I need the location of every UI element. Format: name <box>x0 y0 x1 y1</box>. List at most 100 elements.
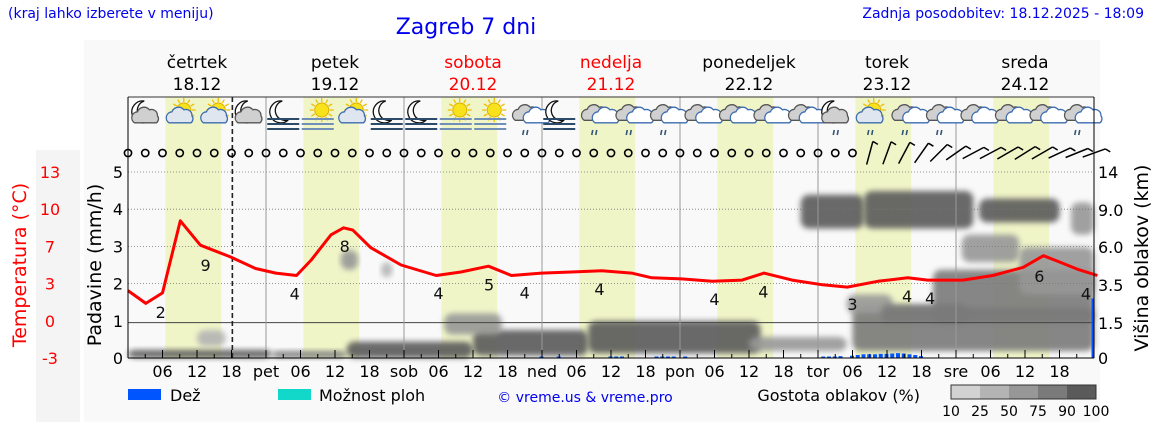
cloud-height-tick-label: 6.0 <box>1098 238 1123 257</box>
cloud-area <box>881 304 968 323</box>
sun-ray <box>453 99 457 104</box>
density-swatch <box>1009 385 1038 399</box>
calm-wind-icon <box>606 148 616 158</box>
sun-icon <box>486 102 502 118</box>
x-tick-label: 18 <box>1049 362 1069 381</box>
sun-ray <box>328 103 333 107</box>
cloud-icon <box>855 106 884 124</box>
rain-drops-icon <box>1077 129 1081 136</box>
precip-bar <box>683 356 688 358</box>
cloud-area <box>381 262 393 278</box>
density-tick-label: 75 <box>1029 404 1047 420</box>
rain-drops-icon <box>866 129 870 136</box>
rain-drops-icon <box>659 129 663 136</box>
wind-barb-flag <box>1000 146 1007 152</box>
density-swatch <box>1067 385 1096 399</box>
calm-wind-icon <box>727 148 737 158</box>
rain-drops-icon <box>832 129 836 136</box>
moon-icon <box>372 100 393 124</box>
day-date: 22.12 <box>725 75 774 95</box>
calm-wind-icon <box>830 148 840 158</box>
weather-icon-cloud <box>787 104 827 124</box>
calm-wind-icon <box>330 148 340 158</box>
day-name: petek <box>311 53 359 73</box>
moon-icon <box>269 100 289 124</box>
weather-icon-sun-fog <box>301 98 334 130</box>
calm-wind-icon <box>227 148 236 158</box>
calm-wind-icon <box>434 148 443 158</box>
daylight-band <box>165 97 222 358</box>
x-tick-label: 06 <box>290 362 310 381</box>
calm-wind-icon <box>278 148 288 158</box>
cloud-icon <box>131 106 160 124</box>
precip-tick-label: 4 <box>113 200 123 219</box>
sun-ray <box>483 113 488 117</box>
wind-barb-icon <box>1014 146 1036 160</box>
sun-ray <box>207 103 212 107</box>
x-tick-label: 18 <box>911 362 931 381</box>
sun-ray <box>311 113 316 117</box>
calm-wind-icon <box>572 148 581 158</box>
calm-wind-icon <box>485 148 495 158</box>
wind-barb-icon <box>945 145 967 161</box>
day-date: 18.12 <box>173 75 222 95</box>
x-tick-label: 06 <box>566 362 586 381</box>
sun-ray <box>880 103 885 107</box>
x-tick-label: 18 <box>773 362 793 381</box>
wind-barb-flag <box>872 140 879 146</box>
cloud-height-tick-label: 1.5 <box>1098 314 1123 333</box>
copyright-link: © vreme.us & vreme.pro <box>497 390 672 406</box>
sun-ray <box>177 99 181 104</box>
cloud-area <box>961 234 1020 263</box>
cloud-height-tick-label: 14 <box>1098 163 1118 182</box>
cloud-height-axis-title: Višina oblakov (km) <box>1131 165 1152 352</box>
sun-ray <box>349 99 353 104</box>
wind-barb-icon <box>979 146 1002 160</box>
wind-barb-icon <box>962 146 985 160</box>
temperature-label: 4 <box>709 290 719 309</box>
rain-drops-icon <box>663 129 667 136</box>
wind-barb-icon <box>914 142 929 164</box>
calm-wind-icon <box>313 148 323 158</box>
wind-barb-icon <box>882 141 892 165</box>
sun-ray <box>877 99 881 104</box>
temperature-label: 6 <box>1034 267 1044 286</box>
calm-wind-icon <box>744 148 754 158</box>
weather-icon-sun-fog <box>474 98 507 130</box>
x-tick-label: 12 <box>877 362 897 381</box>
temperature-tick-label: 3 <box>45 275 55 294</box>
precip-bar <box>838 356 843 358</box>
sun-ray <box>466 113 471 117</box>
wind-barb-flag <box>1069 147 1076 152</box>
weather-icon-sun-fog <box>439 98 472 130</box>
precip-bar <box>666 356 670 358</box>
x-tick-label: sre <box>944 362 968 381</box>
wind-barb-flag <box>1104 148 1111 153</box>
day-name: nedelja <box>580 53 642 73</box>
rain-drops-icon <box>939 129 943 136</box>
wind-barb-flag <box>890 141 897 146</box>
cloud-area <box>864 191 974 229</box>
temperature-label: 3 <box>847 295 857 314</box>
weather-icon-cloud-rain <box>615 104 655 136</box>
calm-wind-icon <box>537 148 547 158</box>
weather-icon-cloud <box>753 104 793 124</box>
wind-barb-flag <box>1017 146 1024 151</box>
x-tick-label: ned <box>527 362 557 381</box>
rain-drops-icon <box>1073 129 1077 136</box>
precip-bar <box>855 355 860 358</box>
sun-ray <box>359 99 363 104</box>
cloud-icon <box>338 106 367 124</box>
cloud-icon <box>1074 106 1103 124</box>
day-date: 24.12 <box>1001 75 1050 95</box>
rain-drops-icon <box>901 129 905 136</box>
precip-bar <box>671 356 676 358</box>
wind-barb-icon <box>1031 146 1054 160</box>
cloud-icon <box>200 106 229 124</box>
daylight-band <box>303 97 360 358</box>
day-name: sobota <box>444 53 502 73</box>
x-tick-label: 18 <box>635 362 655 381</box>
density-tick-label: 100 <box>1083 404 1110 420</box>
rain-drops-icon <box>836 129 840 136</box>
cloud-area <box>846 294 893 314</box>
